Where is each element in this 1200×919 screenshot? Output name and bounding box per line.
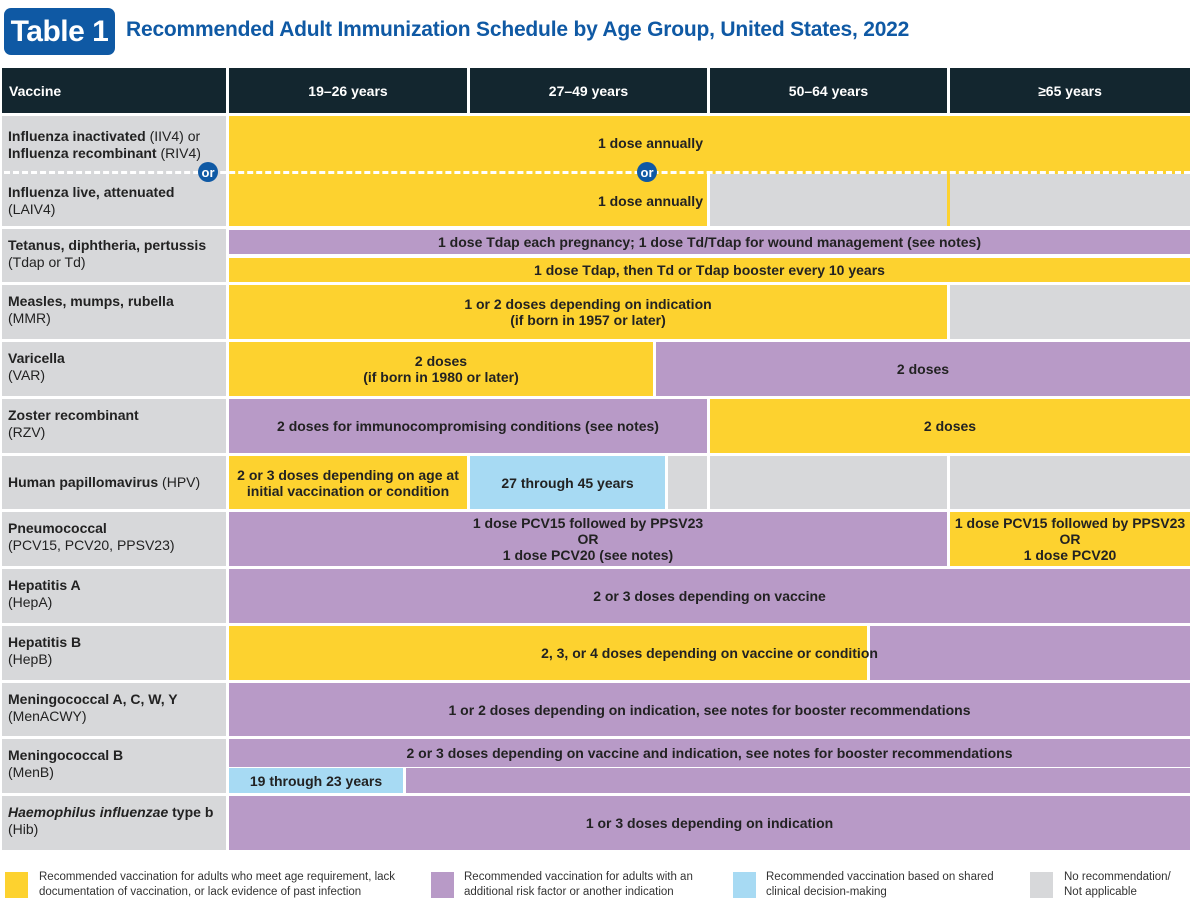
vaccine-pneumococcal: Pneumococcal (PCV15, PCV20, PPSV23)	[2, 512, 226, 566]
vaccine-abbr: (HepB)	[8, 651, 53, 667]
legend-text-gray: No recommendation/ Not applicable	[1064, 871, 1171, 898]
cell-text: 1 dose PCV20 (see notes)	[502, 547, 674, 563]
vaccine-name: Haemophilus influenzae	[8, 804, 169, 820]
cell-hpv-na	[668, 456, 707, 509]
vaccine-hepa: Hepatitis A (HepA)	[2, 569, 226, 623]
cell-mmr: 1 or 2 doses depending on indication (if …	[229, 285, 947, 339]
legend-text-yellow: Recommended vaccination for adults who m…	[39, 871, 396, 898]
legend-swatch-purple	[431, 872, 454, 898]
cell-menacwy: 1 or 2 doses depending on indication, se…	[229, 683, 1190, 736]
cell-pneumo-65: 1 dose PCV15 followed by PPSV23 OR 1 dose …	[950, 512, 1190, 566]
vaccine-name: Measles, mumps, rubella	[8, 293, 174, 309]
vaccine-name: Meningococcal B	[8, 747, 124, 763]
vaccine-mmr: Measles, mumps, rubella (MMR)	[2, 285, 226, 339]
vaccine-abbr: (HPV)	[162, 474, 201, 490]
cell-hpv-na	[950, 456, 1190, 509]
cell-hib: 1 or 3 doses depending on indication	[229, 796, 1190, 850]
page-title: Recommended Adult Immunization Schedule …	[126, 18, 910, 41]
cell-tdap-booster: 1 dose Tdap, then Td or Tdap booster eve…	[229, 258, 1190, 282]
column-header-65-plus: ≥65 years	[950, 68, 1190, 113]
or-divider	[4, 171, 1190, 174]
vaccine-name: Pneumococcal	[8, 520, 107, 536]
cell-text: OR	[1059, 531, 1081, 547]
vaccine-menacwy: Meningococcal A, C, W, Y (MenACWY)	[2, 683, 226, 736]
cell-hpv-shared: 27 through 45 years	[470, 456, 665, 509]
vaccine-var: Varicella (VAR)	[2, 342, 226, 396]
vaccine-abbr: (IIV4) or	[149, 128, 201, 144]
vaccine-name: Hepatitis A	[8, 577, 81, 593]
cell-rzv-50: 2 doses	[710, 399, 1190, 453]
vaccine-abbr: (MenB)	[8, 764, 54, 780]
or-badge: or	[198, 162, 218, 182]
cell-hepa: 2 or 3 doses depending on vaccine	[229, 569, 1190, 623]
cell-influenza-live: 1 dose annually	[597, 193, 703, 209]
legend-text-blue: Recommended vaccination based on shared …	[766, 871, 994, 898]
cell-hepb-risk	[870, 626, 1190, 680]
or-badge: or	[637, 162, 657, 182]
vaccine-name: Meningococcal A, C, W, Y	[8, 691, 178, 707]
column-header-27-49: 27–49 years	[470, 68, 707, 113]
vaccine-hpv: Human papillomavirus (HPV)	[2, 456, 226, 509]
cell-hpv-na	[710, 456, 947, 509]
vaccine-name-suffix: type b	[172, 804, 214, 820]
vaccine-tdap: Tetanus, diphtheria, pertussis (Tdap or T…	[2, 229, 226, 282]
cell-var-young: 2 doses (if born in 1980 or later)	[229, 342, 653, 396]
vaccine-name: Hepatitis B	[8, 634, 82, 650]
cell-influenza-inactivated: 1 dose annually	[597, 135, 703, 151]
vaccine-abbr: (Tdap or Td)	[8, 254, 86, 270]
vaccine-abbr: (Hib)	[8, 821, 39, 837]
vaccine-abbr: (RIV4)	[160, 145, 201, 161]
vaccine-menb: Meningococcal B (MenB)	[2, 739, 226, 793]
vaccine-abbr: (VAR)	[8, 367, 46, 383]
column-header-19-26: 19–26 years	[229, 68, 467, 113]
cell-hepb-young	[229, 626, 867, 680]
cell-laiv-65	[950, 174, 1190, 226]
cell-text: (if born in 1980 or later)	[363, 369, 519, 385]
cell-text: 1 or 2 doses depending on indication	[464, 296, 712, 312]
cell-menb-risk-2	[406, 768, 1190, 793]
cell-text: 2 doses	[414, 353, 468, 369]
vaccine-name: Varicella	[8, 350, 65, 366]
cell-menb-risk: 2 or 3 doses depending on vaccine and in…	[229, 739, 1190, 767]
vaccine-name: Human papillomavirus	[8, 474, 159, 490]
cell-hepb-text: 2, 3, or 4 doses depending on vaccine or…	[541, 645, 878, 661]
vaccine-abbr: (MenACWY)	[8, 708, 87, 724]
vaccine-abbr: (LAIV4)	[8, 201, 56, 217]
vaccine-abbr: (MMR)	[8, 310, 51, 326]
cell-tdap-pregnancy: 1 dose Tdap each pregnancy; 1 dose Td/Td…	[229, 230, 1190, 254]
vaccine-name: Influenza recombinant	[8, 145, 157, 161]
legend-swatch-yellow	[5, 872, 28, 898]
vaccine-name: Zoster recombinant	[8, 407, 139, 423]
cell-text: 1 dose PCV15 followed by PPSV23	[954, 515, 1186, 531]
cell-rzv-risk: 2 doses for immunocompromising condition…	[229, 399, 707, 453]
cell-text: 1 dose PCV20	[1023, 547, 1117, 563]
cell-hpv-young: 2 or 3 doses depending on age at initial…	[229, 456, 467, 509]
legend-swatch-gray	[1030, 872, 1053, 898]
cell-text: 1 dose PCV15 followed by PPSV23	[472, 515, 704, 531]
vaccine-hepb: Hepatitis B (HepB)	[2, 626, 226, 680]
legend-swatch-blue	[733, 872, 756, 898]
cell-mmr-65	[950, 285, 1190, 339]
legend-text-purple: Recommended vaccination for adults with …	[464, 871, 693, 898]
vaccine-rzv: Zoster recombinant (RZV)	[2, 399, 226, 453]
vaccine-name: Influenza live, attenuated	[8, 184, 175, 200]
vaccine-name: Tetanus, diphtheria, pertussis	[8, 237, 207, 253]
vaccine-abbr: (RZV)	[8, 424, 46, 440]
table-badge: Table 1	[4, 8, 115, 55]
column-header-50-64: 50–64 years	[710, 68, 947, 113]
cell-menb-shared: 19 through 23 years	[229, 768, 403, 793]
cell-laiv-50-64	[710, 174, 947, 226]
vaccine-hib: Haemophilus influenzae type b (Hib)	[2, 796, 226, 850]
cell-var-risk: 2 doses	[656, 342, 1190, 396]
vaccine-abbr: (HepA)	[8, 594, 53, 610]
vaccine-abbr: (PCV15, PCV20, PPSV23)	[8, 537, 175, 553]
cell-text: OR	[577, 531, 599, 547]
vaccine-name: Influenza inactivated	[8, 128, 146, 144]
cell-text: (if born in 1957 or later)	[510, 312, 666, 328]
column-header-vaccine: Vaccine	[2, 68, 226, 113]
cell-pneumo-risk: 1 dose PCV15 followed by PPSV23 OR 1 dose …	[229, 512, 947, 566]
